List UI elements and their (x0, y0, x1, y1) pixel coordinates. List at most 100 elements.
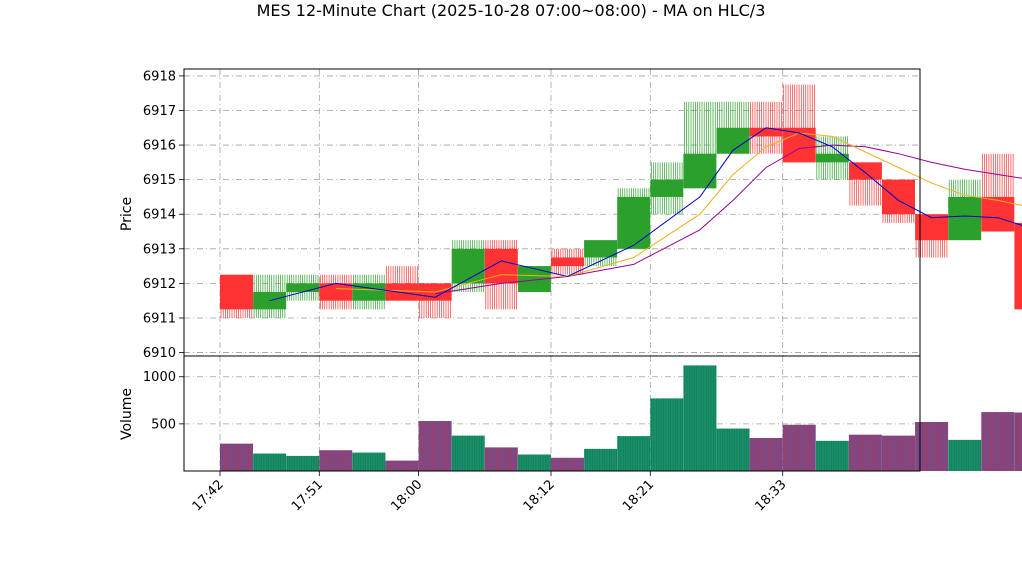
volume-bar (319, 450, 353, 471)
volume-bar (683, 365, 717, 471)
volume-bar (782, 424, 816, 471)
volume-bar (253, 453, 287, 471)
volume-bar-fill (981, 412, 1015, 471)
volume-frame (183, 355, 921, 472)
candle-body (915, 214, 949, 241)
price-frame (183, 68, 921, 357)
volume-bar-fill (749, 438, 783, 471)
volume-bar-fill (418, 421, 452, 471)
x-axis: 17:42 17:51 18:00 18:12 18:21 18:33 (190, 471, 790, 514)
volume-bar-fill (352, 452, 386, 471)
candle (352, 274, 386, 310)
volume-bar-fill (220, 443, 253, 471)
x-tick-label: 18:33 (752, 477, 789, 514)
volume-tick-label: 1000 (143, 370, 176, 385)
price-tick-label: 6916 (143, 139, 176, 154)
x-tick-label: 18:21 (620, 477, 657, 514)
candle (584, 240, 618, 267)
candle (451, 240, 485, 293)
volume-bar (815, 440, 849, 471)
candle (286, 274, 320, 301)
volume-bar (848, 434, 882, 471)
candle-body (551, 257, 584, 267)
candle-body (981, 196, 1015, 232)
candle (716, 101, 750, 154)
price-tick-label: 6918 (143, 69, 176, 84)
candle (319, 274, 353, 310)
volume-bar-fill (848, 434, 882, 471)
price-tick-label: 6910 (143, 346, 176, 361)
candle-body (683, 153, 717, 189)
candle (683, 101, 717, 189)
price-tick-label: 6914 (143, 208, 176, 223)
volume-bar (286, 455, 320, 471)
candle (981, 153, 1015, 232)
price-tick-label: 6917 (143, 104, 176, 119)
volume-bar-fill (716, 428, 750, 471)
volume-bar (716, 428, 750, 471)
x-tick-label: 18:00 (388, 477, 425, 514)
volume-bar (352, 452, 386, 471)
candle-body (385, 283, 419, 301)
volume-tick-label: 500 (151, 417, 176, 432)
volume-bar (1014, 412, 1022, 471)
volume-bar (220, 443, 253, 471)
candle (551, 248, 584, 275)
candle-body (617, 196, 651, 249)
volume-bar-fill (319, 450, 353, 471)
candle-body (848, 162, 882, 180)
volume-bar-fill (286, 455, 320, 471)
volume-bar (451, 435, 485, 471)
candle (815, 136, 849, 180)
volume-bar-fill (815, 440, 849, 471)
candle (948, 179, 982, 241)
ma-mid-line (335, 132, 1022, 293)
volume-bar-fill (551, 457, 584, 471)
candle-body (319, 283, 353, 301)
volume-bar-fill (948, 439, 982, 471)
candle-body (352, 283, 386, 301)
volume-bar (418, 421, 452, 471)
volume-bar (948, 439, 982, 471)
candle-body (584, 240, 618, 258)
ma-fast-line (269, 127, 1022, 302)
volume-bar (551, 457, 584, 471)
volume-bar-fill (650, 398, 684, 471)
candle (915, 214, 949, 258)
price-tick-label: 6915 (143, 173, 176, 188)
volume-bar (882, 435, 915, 471)
price-tick-label: 6911 (143, 311, 176, 326)
candle (848, 162, 882, 206)
volume-bar-fill (253, 453, 287, 471)
candle (617, 188, 651, 249)
volume-bar-fill (617, 436, 651, 471)
x-tick-label: 18:12 (521, 477, 558, 514)
candle-body (451, 248, 485, 284)
candle-body (782, 127, 816, 163)
candle (650, 162, 684, 215)
price-panel: 6910 6911 6912 6913 6914 6915 6916 6917 6918 (143, 68, 1022, 361)
candle-body (220, 274, 253, 310)
price-axis-label: Price (119, 197, 135, 231)
volume-bar (650, 398, 684, 471)
candle-body (716, 127, 750, 154)
candle (782, 84, 816, 163)
volume-bar-fill (451, 435, 485, 471)
volume-bar-fill (683, 365, 717, 471)
volume-bar-fill (385, 460, 419, 471)
volume-bar-fill (484, 447, 518, 471)
candle-body (749, 127, 783, 137)
volume-bar-fill (782, 424, 816, 471)
chart-title: MES 12-Minute Chart (2025-10-28 07:00~08… (257, 1, 766, 20)
volume-panel: 500 1000 (143, 355, 1022, 472)
candle (385, 266, 419, 301)
volume-bar-fill (584, 448, 618, 471)
candle-body (815, 153, 849, 163)
volume-bar (749, 438, 783, 471)
price-tick-label: 6912 (143, 277, 176, 292)
volume-bar (517, 454, 551, 471)
volume-bar-fill (517, 454, 551, 471)
volume-axis-label: Volume (119, 388, 135, 440)
candle-body (1014, 222, 1022, 310)
candle (220, 274, 253, 318)
